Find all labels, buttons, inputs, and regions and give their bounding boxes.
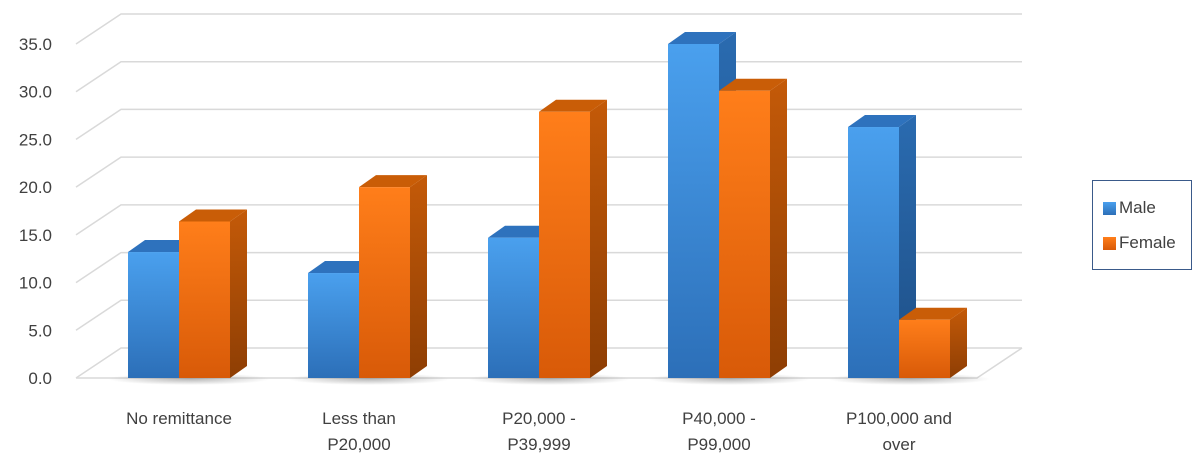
gridline xyxy=(75,60,1022,93)
x-category-label: P20,000 xyxy=(327,435,390,454)
legend-label-female: Female xyxy=(1119,233,1176,252)
x-category-label: No remittance xyxy=(126,409,232,428)
bar-female-2 xyxy=(539,99,607,379)
bar-male-4 xyxy=(848,115,916,378)
x-category-label: Less than xyxy=(322,409,396,428)
gridline xyxy=(75,13,1022,45)
legend-swatch-male xyxy=(1103,201,1116,215)
y-tick-label: 35.0 xyxy=(19,35,52,54)
x-category-label: over xyxy=(882,435,915,454)
x-category-label: P99,000 xyxy=(687,435,750,454)
bar-female-1 xyxy=(359,175,427,378)
x-category-label: P39,999 xyxy=(507,435,570,454)
x-category-label: P40,000 - xyxy=(682,409,756,428)
y-tick-label: 15.0 xyxy=(19,226,52,245)
y-tick-label: 10.0 xyxy=(19,274,52,293)
bars xyxy=(128,32,967,379)
legend-item-female: Female xyxy=(1103,233,1176,253)
x-category-label: P100,000 and xyxy=(846,409,952,428)
legend: Male Female xyxy=(1092,180,1192,270)
y-tick-label: 0.0 xyxy=(28,369,52,388)
y-tick-label: 30.0 xyxy=(19,83,52,102)
bar-female-4 xyxy=(899,307,967,378)
legend-item-male: Male xyxy=(1103,198,1156,218)
legend-swatch-female xyxy=(1103,236,1116,250)
y-tick-label: 20.0 xyxy=(19,178,52,197)
y-tick-label: 25.0 xyxy=(19,130,52,149)
bar-female-0 xyxy=(179,209,247,378)
y-tick-label: 5.0 xyxy=(28,321,52,340)
x-axis-categories: No remittance Less than P20,000 P20,000 - P3… xyxy=(126,409,952,454)
bar-female-3 xyxy=(719,78,787,378)
x-category-label: P20,000 - xyxy=(502,409,576,428)
legend-label-male: Male xyxy=(1119,198,1156,217)
y-axis-ticks: 0.0 5.0 10.0 15.0 20.0 25.0 30.0 35.0 xyxy=(19,35,52,388)
